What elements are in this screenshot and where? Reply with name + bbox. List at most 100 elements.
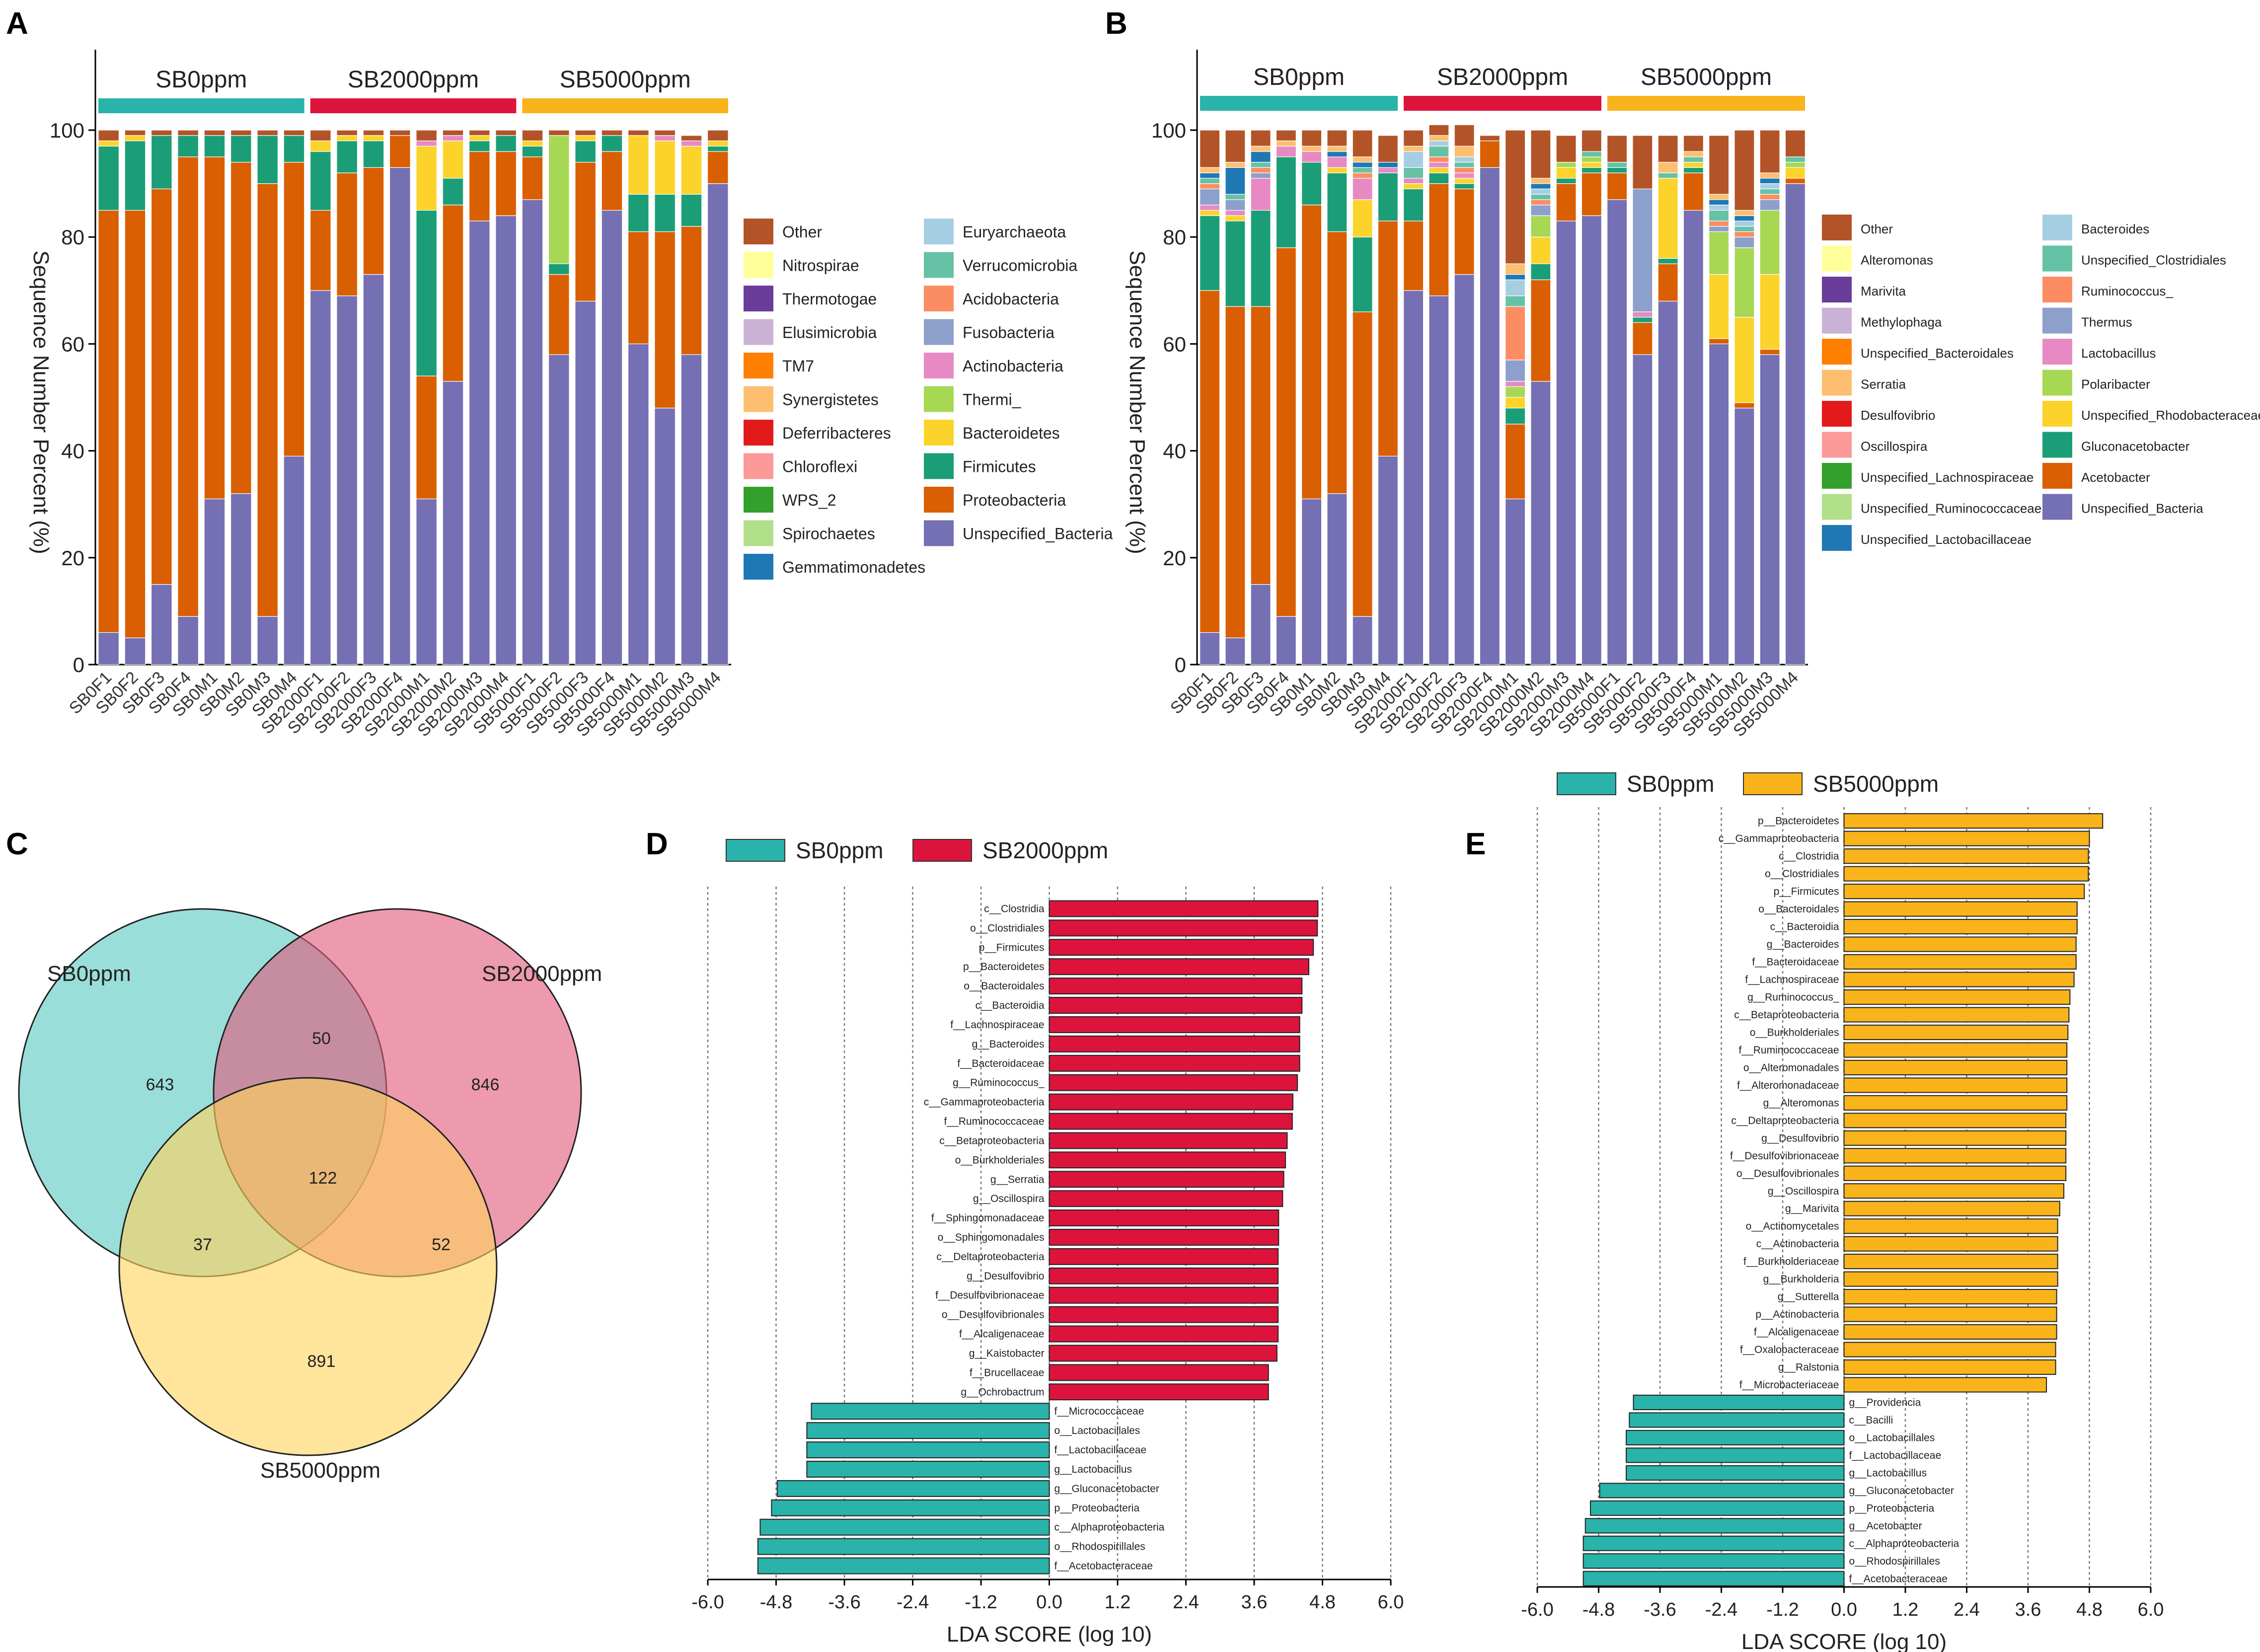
bar-segment (495, 135, 517, 152)
y-tick-label: 0 (1175, 653, 1186, 676)
x-tick-label: -3.6 (1644, 1599, 1676, 1620)
lda-bar-label: c__Betaproteobacteria (939, 1135, 1045, 1146)
bar-segment (1709, 199, 1730, 206)
bar-segment (283, 455, 305, 665)
bar-segment (1530, 178, 1551, 184)
legend-label: Unspecified_Lactobacillaceae (1861, 532, 2032, 547)
venn-set-label-sb5000ppm: SB5000ppm (260, 1458, 380, 1483)
bar-segment (1505, 386, 1526, 398)
lda-bar-label: g__Kaistobacter (969, 1348, 1045, 1359)
lda-bar (1843, 1201, 2060, 1216)
bar-segment (1250, 210, 1271, 307)
lda-bar (757, 1538, 1050, 1555)
bar-segment (151, 130, 172, 136)
lda-bar-label: g__Ralstonia (1778, 1362, 1839, 1373)
bar-segment (1785, 178, 1806, 184)
bar-segment (1505, 274, 1526, 280)
y-tick-label: 20 (61, 546, 84, 570)
bar-segment (1709, 231, 1730, 275)
bar-segment (1759, 349, 1780, 355)
lda-bar-label: o__Rhodospirillales (1055, 1541, 1145, 1553)
bar-segment (1225, 637, 1246, 665)
legend-swatch (924, 420, 954, 446)
legend-label: Unspecified_Ruminococcaceae (1861, 501, 2041, 516)
bar-segment (151, 584, 172, 665)
bar-segment (1454, 188, 1475, 275)
x-tick-label: 6.0 (2138, 1599, 2164, 1620)
group-bar-sb2000ppm (310, 98, 517, 113)
bar-segment (575, 161, 597, 301)
group-bar-sb2000ppm (1404, 96, 1601, 111)
legend-swatch (2042, 277, 2072, 302)
bar-segment (1683, 135, 1704, 152)
bar-segment (1759, 210, 1780, 275)
legend-label: Unspecified_Clostridiales (2081, 253, 2226, 268)
bar-segment (1581, 172, 1602, 216)
legend-swatch (2042, 494, 2072, 520)
bar-segment (1276, 247, 1296, 617)
lda-bar-label: f__Oxalobacteraceae (1740, 1344, 1839, 1355)
bar-segment (1200, 205, 1220, 211)
lda-bar (776, 1480, 1050, 1497)
x-tick-label: -2.4 (1705, 1599, 1737, 1620)
legend-swatch (924, 386, 954, 412)
legend-label: Other (1861, 222, 1893, 236)
bar-segment (336, 135, 358, 142)
y-tick-label: 60 (1163, 332, 1186, 356)
lda-bar (1843, 1183, 2065, 1199)
lda-bar (1843, 1306, 2057, 1322)
bar-segment (468, 130, 490, 136)
legend-label: Marivita (1861, 284, 1906, 299)
bar-segment (98, 210, 120, 633)
bar-segment (1352, 236, 1373, 312)
venn-circle-sb5000ppm (118, 1077, 498, 1456)
bar-segment (1301, 498, 1322, 665)
bar-segment (442, 140, 464, 179)
lda-bar (1049, 1383, 1269, 1401)
bar-segment (309, 140, 331, 152)
legend-label-sb2000ppm: SB2000ppm (982, 837, 1108, 863)
bar-segment (495, 151, 517, 216)
bar-segment (1734, 247, 1755, 318)
bar-segment (1759, 354, 1780, 665)
bar-segment (1454, 124, 1475, 147)
legend-swatch (924, 319, 954, 345)
bar-segment (1505, 424, 1526, 500)
bar-segment (1352, 167, 1373, 173)
lda-bar (1049, 1364, 1269, 1381)
legend-swatch (744, 453, 773, 479)
lda-bar-label: o__Burkholderiales (1750, 1027, 1839, 1038)
bar-segment (363, 130, 384, 136)
lda-bar-label: f__Acetobacteraceae (1055, 1561, 1153, 1572)
bar-segment (707, 140, 729, 147)
lda-bar-label: g__Bacteroides (1767, 939, 1839, 950)
legend-swatch (2042, 401, 2072, 427)
y-tick-label: 100 (1151, 119, 1186, 142)
lda-bar (1629, 1412, 1845, 1428)
legend-swatch (2042, 245, 2072, 272)
lda-bar (1049, 1209, 1280, 1227)
lda-bar (771, 1499, 1050, 1516)
bar-segment (1581, 151, 1602, 157)
legend-swatch (2042, 339, 2072, 365)
bar-segment (627, 343, 649, 665)
bar-segment (1632, 354, 1653, 665)
lda-bar-label: p__Proteobacteria (1055, 1502, 1140, 1514)
bar-segment (1250, 167, 1271, 173)
lda-bar-label: f__Desulfovibrionaceae (935, 1290, 1044, 1301)
bar-segment (1505, 498, 1526, 665)
legend-swatch (744, 386, 773, 412)
bar-segment (1429, 161, 1449, 168)
bar-segment (1759, 130, 1780, 173)
bar-segment (1225, 199, 1246, 211)
legend-label: Firmicutes (963, 458, 1036, 476)
bar-segment (336, 140, 358, 173)
lda-bar-label: f__Alcaligenaceae (959, 1329, 1045, 1340)
bar-segment (1250, 172, 1271, 179)
bar-segment (124, 130, 146, 136)
lda-bar-label: f__Lachnospiraceae (950, 1019, 1044, 1031)
bar-segment (283, 135, 305, 163)
legend-label: Alteromonas (1861, 253, 1933, 268)
bar-segment (98, 632, 120, 665)
lda-bar (1049, 1306, 1279, 1323)
